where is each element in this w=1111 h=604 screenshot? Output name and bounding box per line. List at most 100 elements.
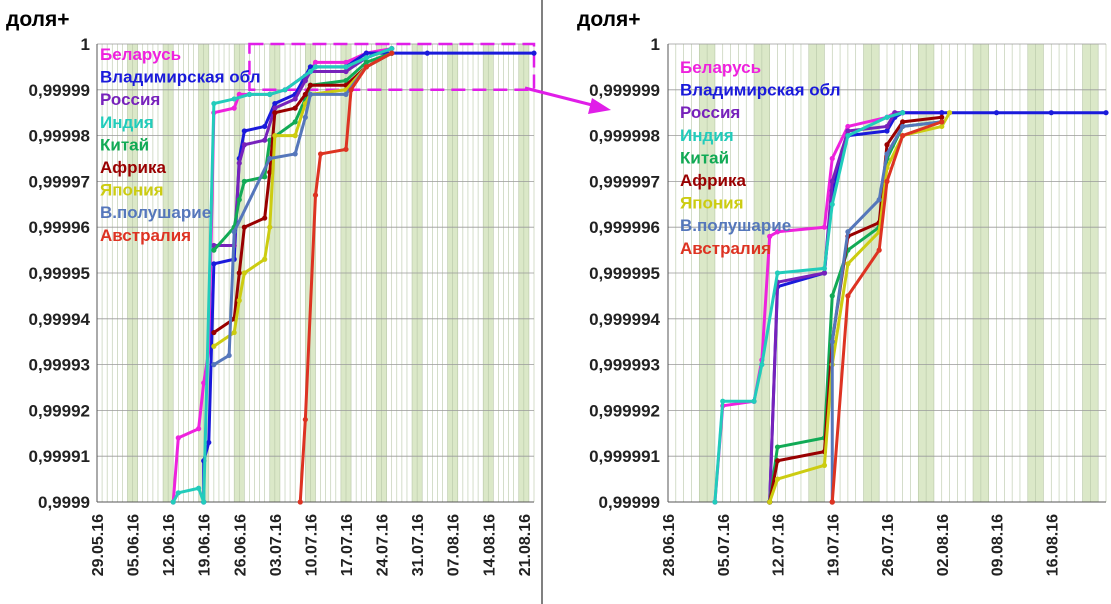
- series-point: [236, 270, 242, 276]
- legend-entry: Индия: [100, 113, 154, 132]
- legend-entry: Австралия: [100, 226, 191, 245]
- series-point: [774, 229, 781, 235]
- series-point: [211, 261, 217, 267]
- x-tick-label: 10.07.16: [303, 514, 320, 576]
- y-tick-label: 0,999993: [589, 356, 660, 375]
- y-tick-label: 0,99999: [29, 81, 90, 100]
- series-point: [884, 123, 890, 130]
- series-point: [343, 59, 349, 65]
- series-point: [343, 64, 349, 70]
- series-point: [829, 339, 835, 345]
- series-point: [343, 146, 349, 152]
- series-line-8: [298, 51, 393, 503]
- series-point: [297, 499, 303, 505]
- series-point: [774, 458, 781, 464]
- series-point: [343, 68, 349, 75]
- x-tick-label: 02.08.16: [935, 514, 952, 576]
- legend-entry: Япония: [100, 181, 164, 200]
- chart-left-xticks: 29.05.16 05.06.16 12.06.16 19.06.16 26.06.16…: [90, 514, 534, 576]
- series-point: [821, 224, 828, 230]
- y-tick-label: 0,999998: [589, 127, 660, 146]
- series-point: [343, 78, 349, 84]
- series-point: [845, 293, 851, 299]
- series-point: [236, 160, 242, 166]
- legend-entry: В.полушарие: [680, 216, 791, 235]
- series-point: [845, 133, 851, 139]
- x-tick-label: 21.08.16: [517, 514, 534, 576]
- series-point: [389, 45, 395, 52]
- legend-entry: Китай: [100, 135, 149, 154]
- series-point: [196, 485, 202, 491]
- series-point: [211, 343, 217, 349]
- series-point: [312, 64, 319, 70]
- legend-entry: Беларусь: [100, 45, 181, 64]
- series-line-0: [713, 111, 942, 503]
- legend-entry: Владимирская обл: [100, 68, 261, 87]
- chart-right-xticks: 28.06.16 05.07.16 12.07.16 19.07.16 26.07.16…: [661, 514, 1061, 576]
- series-point: [246, 91, 253, 97]
- series-point: [759, 362, 765, 368]
- series-point: [774, 270, 781, 276]
- series-point: [302, 114, 308, 120]
- chart-left-zoom-box: [248, 42, 536, 92]
- series-point: [272, 110, 278, 116]
- series-point: [241, 178, 247, 184]
- series-point: [884, 151, 890, 157]
- series-point: [292, 151, 298, 157]
- series-point: [211, 100, 217, 107]
- series-point: [939, 110, 945, 116]
- legend-entry: Беларусь: [680, 58, 761, 77]
- series-point: [348, 87, 354, 93]
- x-tick-label: 19.07.16: [825, 514, 842, 576]
- series-point: [267, 155, 273, 162]
- x-tick-label: 16.08.16: [1044, 514, 1061, 576]
- series-point: [262, 215, 268, 221]
- series-point: [829, 178, 835, 184]
- legend-entry: Владимирская обл: [680, 81, 841, 100]
- x-tick-label: 28.06.16: [661, 514, 678, 576]
- series-point: [884, 128, 890, 134]
- series-point: [900, 123, 906, 130]
- series-point: [272, 105, 278, 111]
- y-tick-label: 0,999999: [589, 81, 660, 100]
- series-point: [282, 87, 288, 93]
- chart-left-title: доля+: [6, 8, 70, 31]
- series-point: [845, 123, 851, 130]
- series-point: [231, 329, 237, 336]
- series-point: [201, 380, 207, 386]
- y-tick-label: 0,999994: [589, 310, 660, 329]
- series-point: [829, 499, 835, 505]
- series-point: [292, 119, 298, 125]
- legend-entry: Африка: [100, 158, 166, 177]
- chart-left-legend: Беларусь Владимирская обл Россия Индия Китай…: [100, 45, 261, 245]
- legend-entry: Китай: [680, 148, 729, 167]
- series-point: [292, 105, 298, 111]
- series-point: [262, 123, 268, 130]
- legend-entry: Австралия: [680, 239, 771, 258]
- series-point: [876, 197, 882, 203]
- series-point: [262, 174, 268, 180]
- series-point: [946, 110, 953, 116]
- y-tick-label: 0,99991: [29, 447, 90, 466]
- series-point: [272, 100, 278, 107]
- series-point: [231, 105, 237, 111]
- legend-entry: Африка: [680, 171, 746, 190]
- y-tick-label: 1: [651, 35, 660, 54]
- series-point: [317, 151, 324, 157]
- series-point: [876, 247, 882, 253]
- series-point: [170, 499, 176, 505]
- series-point: [712, 499, 718, 505]
- series-point: [884, 178, 890, 184]
- series-point: [211, 247, 217, 253]
- y-tick-label: 0,99992: [29, 401, 90, 420]
- series-point: [829, 155, 835, 162]
- series-point: [312, 192, 319, 198]
- y-tick-label: 0,9999: [38, 493, 90, 512]
- series-point: [241, 142, 247, 148]
- series-point: [829, 201, 835, 207]
- y-tick-label: 0,999997: [589, 172, 660, 191]
- series-point: [343, 91, 349, 97]
- legend-entry: В.полушарие: [100, 203, 211, 222]
- series-point: [531, 50, 537, 56]
- series-point: [206, 439, 212, 446]
